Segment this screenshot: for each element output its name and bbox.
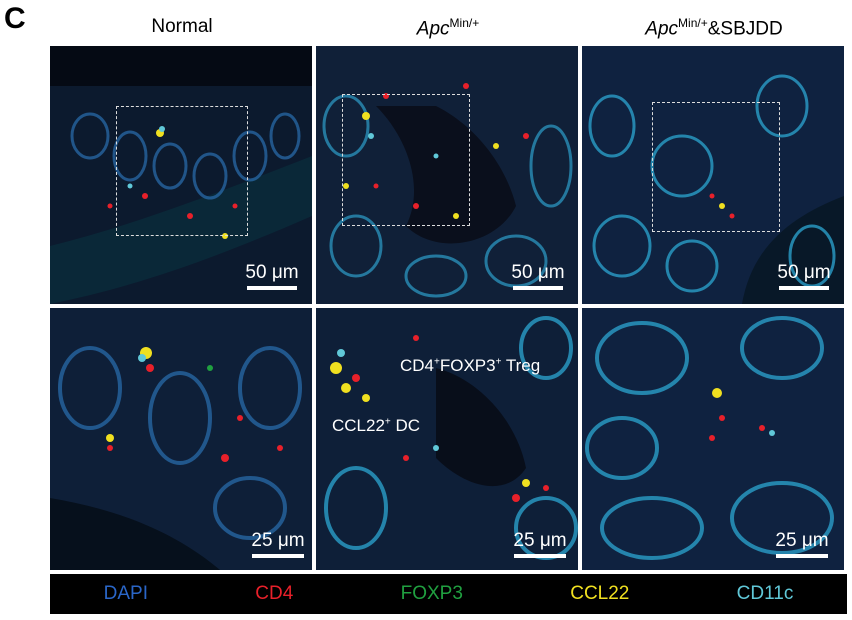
column-title-apc-sbjdd-suffix: &SBJDD <box>707 18 783 40</box>
legend-cd11c: CD11c <box>736 583 794 604</box>
column-title-apc-sup: Min/+ <box>449 16 480 30</box>
scale-bar-line <box>247 286 297 290</box>
column-title-apc-sbjdd: ApcMin/+&SBJDD <box>584 16 844 40</box>
legend-dapi: DAPI <box>103 583 148 604</box>
dc-annotation-sup: + <box>384 416 391 428</box>
scale-bar-label: 50 μm <box>511 262 565 283</box>
dc-annotation-end: DC <box>390 416 421 435</box>
column-title-apc-italic: Apc <box>416 18 450 40</box>
scale-bar-label: 50 μm <box>245 262 299 283</box>
treg-annotation-foxp3: FOXP3 <box>439 356 496 375</box>
dc-annotation: CCL22+ DC <box>332 416 420 436</box>
scale-bar-25um: 25 μm <box>510 530 570 558</box>
micrograph-apc-sbjdd-overview: 50 μm <box>582 46 844 304</box>
tissue-texture <box>50 46 312 304</box>
zoom-region-box <box>116 106 248 236</box>
treg-annotation: CD4+FOXP3+ Treg <box>400 356 540 376</box>
legend-cd4: CD4 <box>255 583 294 604</box>
scale-bar-line <box>776 554 828 558</box>
treg-annotation-sup2: + <box>495 356 502 368</box>
column-title-apc-sbjdd-sup: Min/+ <box>678 16 708 30</box>
scale-bar-label: 50 μm <box>777 262 831 283</box>
micrograph-apc-overview: 50 μm <box>316 46 578 304</box>
treg-annotation-sup1: + <box>434 356 440 368</box>
micrograph-normal-zoom: 25 μm <box>50 308 312 570</box>
scale-bar-25um: 25 μm <box>248 530 308 558</box>
treg-annotation-cd4: CD4 <box>400 356 435 375</box>
micrograph-normal-overview: 50 μm <box>50 46 312 304</box>
scale-bar-50um: 50 μm <box>242 262 302 290</box>
panel-letter: C <box>4 2 26 35</box>
scale-bar-line <box>779 286 829 290</box>
scale-bar-label: 25 μm <box>775 530 829 551</box>
dc-annotation-ccl22: CCL22 <box>332 416 385 435</box>
channel-legend: DAPI CD4 FOXP3 CCL22 CD11c <box>50 574 847 614</box>
scale-bar-line <box>252 554 304 558</box>
scale-bar-line <box>513 286 563 290</box>
scale-bar-line <box>514 554 566 558</box>
treg-annotation-end: Treg <box>501 356 541 375</box>
legend-ccl22: CCL22 <box>570 583 630 604</box>
micrograph-apc-sbjdd-zoom: 25 μm <box>582 308 844 570</box>
scale-bar-label: 25 μm <box>251 530 305 551</box>
column-title-apc: ApcMin/+ <box>318 16 578 40</box>
tissue-texture <box>322 83 573 298</box>
scale-bar-25um: 25 μm <box>772 530 832 558</box>
legend-foxp3: FOXP3 <box>400 583 463 604</box>
scale-bar-50um: 50 μm <box>508 262 568 290</box>
column-title-apc-sbjdd-italic: Apc <box>645 18 679 40</box>
scale-bar-label: 25 μm <box>513 530 567 551</box>
zoom-region-box <box>342 94 470 226</box>
tissue-texture <box>50 346 302 570</box>
tissue-texture <box>585 316 834 560</box>
micrograph-apc-zoom: CD4+FOXP3+ Treg CCL22+ DC 25 μm <box>316 308 578 570</box>
tissue-texture <box>324 316 578 560</box>
column-title-normal: Normal <box>151 16 213 37</box>
scale-bar-50um: 50 μm <box>774 262 834 290</box>
zoom-region-box <box>652 102 780 232</box>
